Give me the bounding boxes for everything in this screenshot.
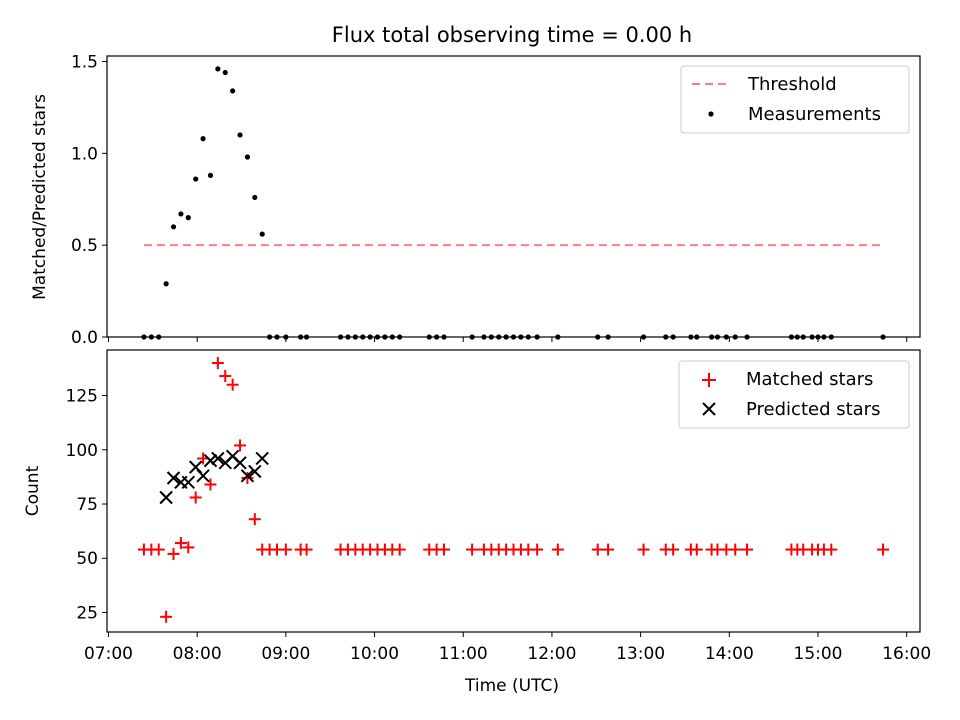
bottom-points-layer [137, 357, 890, 623]
matched-star-point [241, 471, 254, 484]
matched-star-point [551, 543, 564, 556]
matched-star-point [741, 543, 754, 556]
matched-star-point [729, 543, 742, 556]
measurement-point [222, 69, 228, 76]
bottom-ytick-label: 125 [66, 387, 98, 407]
measurement-point [193, 176, 199, 182]
matched-star-point [825, 543, 838, 556]
predicted-star-point [203, 453, 218, 468]
bottom-legend: Matched stars Predicted stars [678, 360, 910, 429]
top-panel: 0.0 0.5 1.0 1.5 Matched/Predicted stars Thr… [30, 53, 921, 348]
measurement-point [178, 211, 184, 217]
bottom-ytick-label: 75 [76, 495, 98, 515]
top-legend-box [680, 65, 910, 134]
matched-star-point [167, 547, 180, 560]
matched-star-point [182, 541, 195, 554]
legend-predicted-label: Predicted stars [746, 399, 880, 420]
bottom-yticks: 25 50 75 100 125 [66, 387, 107, 623]
legend-matched-label: Matched stars [746, 369, 873, 390]
measurement-point [170, 224, 177, 230]
matched-star-point [204, 478, 217, 491]
predicted-star-point [255, 451, 269, 466]
matched-star-point [152, 543, 165, 556]
legend-measurements-label: Measurements [748, 104, 881, 125]
matched-star-point [877, 543, 890, 556]
bottom-xtick-label: 11:00 [439, 644, 488, 664]
bottom-xtick-label: 10:00 [350, 644, 399, 664]
top-ylabel: Matched/Predicted stars [30, 94, 50, 300]
measurement-point [244, 154, 251, 160]
measurement-point [163, 281, 169, 287]
matched-star-point [219, 370, 232, 383]
bottom-xtick-label: 09:00 [261, 644, 310, 664]
bottom-xticks: 07:00 08:00 09:00 10:00 11:00 12:00 13:00 14:00… [84, 632, 931, 664]
matched-star-point [160, 610, 173, 623]
measurement-point [215, 66, 221, 72]
top-axes-frame [106, 55, 921, 338]
legend-measurements-swatch [708, 111, 714, 117]
matched-star-point [466, 543, 479, 556]
bottom-ytick-label: 50 [76, 549, 98, 569]
matched-star-point [393, 543, 406, 556]
measurement-point [185, 215, 191, 221]
measurement-point [200, 136, 206, 142]
predicted-star-point [248, 464, 262, 479]
bottom-ytick-label: 25 [76, 603, 98, 623]
predicted-star-point [159, 490, 173, 505]
bottom-xtick-label: 14:00 [705, 644, 754, 664]
matched-star-point [438, 543, 451, 556]
matched-star-point [279, 543, 292, 556]
matched-star-point [226, 378, 239, 391]
matched-star-point [637, 543, 650, 556]
bottom-ytick-label: 100 [66, 441, 98, 461]
top-ytick-label: 1.5 [71, 53, 98, 73]
predicted-star-point [233, 456, 247, 470]
matched-star-point [690, 543, 703, 556]
bottom-xtick-label: 08:00 [173, 644, 222, 664]
top-ytick-label: 0.5 [71, 236, 98, 256]
matched-star-point [300, 543, 313, 556]
matched-star-point [248, 513, 261, 526]
bottom-panel: 25 50 75 100 125 07:00 08:00 09:00 10:00 11:00 12… [23, 349, 931, 696]
bottom-xtick-label: 07:00 [84, 644, 133, 664]
matched-star-point [591, 543, 604, 556]
legend-predicted-swatch [702, 402, 716, 416]
bottom-xtick-label: 15:00 [794, 644, 843, 664]
bottom-legend-box [678, 360, 910, 429]
measurement-point [252, 194, 258, 201]
measurement-point [230, 88, 236, 94]
x-axis-label: Time (UTC) [464, 676, 559, 696]
top-xticks [107, 337, 908, 342]
figure-title: Flux total observing time = 0.00 h [332, 23, 692, 47]
measurement-point [207, 172, 214, 178]
bottom-axes-frame [106, 349, 921, 633]
predicted-star-point [196, 469, 210, 483]
matched-star-point [189, 491, 202, 504]
matched-star-point [234, 439, 247, 452]
matched-star-point [531, 543, 544, 556]
matched-star-point [667, 543, 680, 556]
predicted-star-point [181, 475, 196, 490]
measurement-point [237, 132, 243, 138]
bottom-xtick-label: 12:00 [527, 644, 576, 664]
top-legend: Threshold Measurements [680, 65, 910, 134]
top-ytick-label: 1.0 [71, 144, 98, 164]
top-ytick-label: 0.0 [71, 328, 98, 348]
legend-matched-swatch [702, 373, 716, 387]
matched-star-point [174, 537, 187, 550]
measurement-point [259, 231, 265, 237]
matched-star-point [602, 543, 615, 556]
bottom-xtick-label: 16:00 [882, 644, 931, 664]
bottom-xtick-label: 13:00 [616, 644, 665, 664]
legend-threshold-label: Threshold [747, 74, 837, 95]
top-yticks: 0.0 0.5 1.0 1.5 [71, 53, 107, 348]
predicted-star-point [240, 469, 255, 483]
predicted-star-point [166, 471, 181, 485]
bottom-ylabel: Count [23, 465, 43, 516]
predicted-star-point [211, 451, 225, 466]
matched-star-point [211, 357, 224, 370]
